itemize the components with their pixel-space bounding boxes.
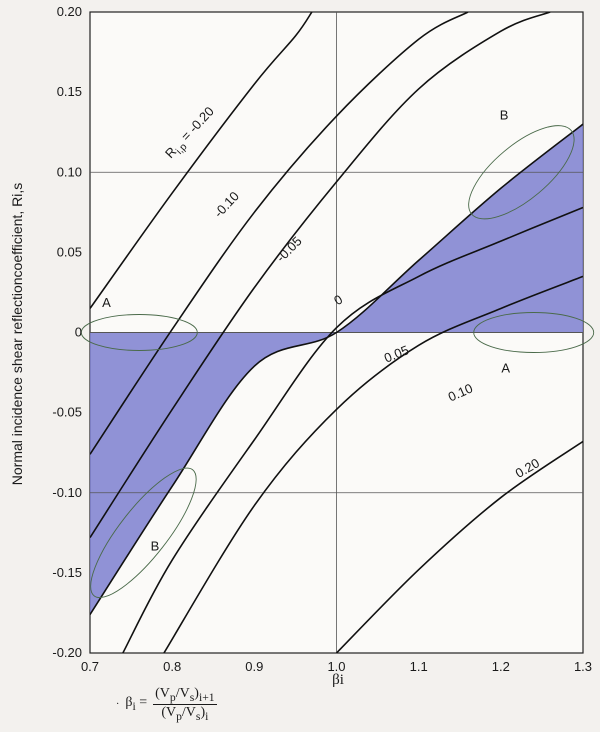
series-line <box>335 440 583 653</box>
series-line <box>163 275 583 653</box>
series-line <box>122 206 583 653</box>
y-tick-label: -0.15 <box>52 565 82 580</box>
y-tick-label: -0.05 <box>52 405 82 420</box>
y-tick-label: 0.10 <box>57 164 82 179</box>
annotation-ellipse <box>90 467 197 599</box>
y-tick-label: 0.15 <box>57 84 82 99</box>
y-tick-label: 0.05 <box>57 244 82 259</box>
annotation-ellipse <box>468 125 575 220</box>
annotation-ellipse <box>473 312 595 353</box>
x-tick-label: 1.2 <box>492 659 510 674</box>
beta-formula: · βi = (Vp/Vs)i+1 (Vp/Vs)i <box>116 686 217 723</box>
annotation-label: A <box>102 295 111 310</box>
y-axis-label: Normal incidence shear reflectioncoeffic… <box>9 183 25 485</box>
annotation-ellipse <box>80 314 198 351</box>
x-tick-label: 0.9 <box>245 659 263 674</box>
y-tick-label: -0.10 <box>52 485 82 500</box>
series-line <box>90 12 469 455</box>
x-tick-label: 1.0 <box>327 659 345 674</box>
x-tick-label: 0.8 <box>163 659 181 674</box>
y-tick-label: 0 <box>75 325 82 340</box>
x-tick-label: 0.7 <box>81 659 99 674</box>
x-axis-label: βi <box>332 672 344 688</box>
y-tick-label: 0.20 <box>57 4 82 19</box>
shaded-region <box>90 124 583 615</box>
series-line <box>90 123 583 615</box>
series-line <box>90 12 551 539</box>
annotation-label: A <box>501 361 510 376</box>
series-line <box>90 12 313 309</box>
x-tick-label: 1.1 <box>410 659 428 674</box>
x-tick-label: 1.3 <box>574 659 592 674</box>
annotation-label: B <box>151 538 160 553</box>
annotation-label: B <box>500 107 509 122</box>
y-tick-label: -0.20 <box>52 645 82 660</box>
